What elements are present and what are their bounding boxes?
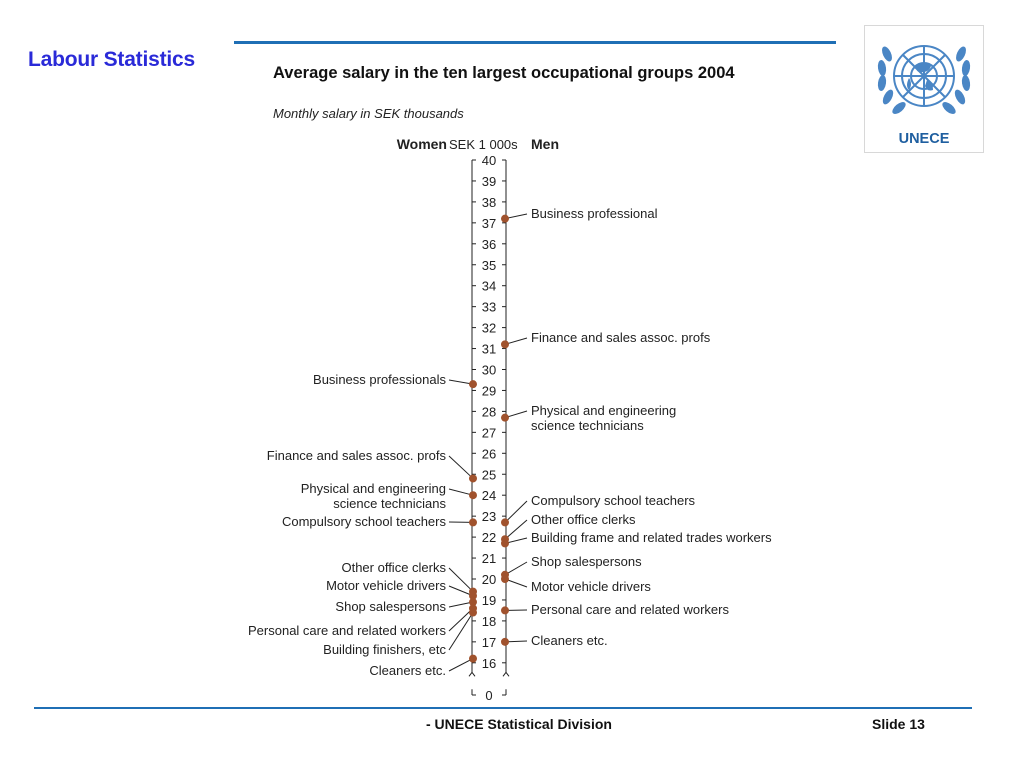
women-point-marker — [469, 518, 477, 527]
tick-label: 20 — [482, 572, 496, 587]
unece-logo: UNECE — [864, 25, 984, 153]
women-point-label: Shop salespersons — [335, 599, 446, 614]
axis-break-mark-right — [502, 671, 510, 677]
women-point-label: Finance and sales assoc. profs — [267, 448, 447, 463]
tick-label: 33 — [482, 300, 496, 315]
tick-label: 16 — [482, 656, 496, 671]
chart-title: Average salary in the ten largest occupa… — [273, 64, 735, 82]
men-point-marker — [501, 606, 509, 615]
right-heading: Men — [531, 136, 559, 152]
slide-number: Slide 13 — [872, 716, 925, 732]
tick-label: 23 — [482, 509, 496, 524]
tick-label: 0 — [485, 688, 492, 703]
men-point-marker — [501, 518, 509, 527]
tick-label: 30 — [482, 363, 496, 378]
women-leader-line — [448, 379, 474, 385]
men-point-label: Cleaners etc. — [531, 633, 608, 648]
tick-label: 17 — [482, 635, 496, 650]
women-point-label: Building finishers, etc — [323, 642, 446, 657]
tick-label: 25 — [482, 467, 496, 482]
women-leader-line — [448, 658, 474, 672]
tick-label: 35 — [482, 258, 496, 273]
tick-label: 39 — [482, 174, 496, 189]
men-leader-line — [504, 500, 528, 523]
men-point-marker — [501, 637, 509, 646]
women-leader-line — [448, 601, 474, 608]
axis-unit-label: SEK 1 000s — [449, 137, 518, 152]
women-leader-line — [448, 567, 474, 592]
men-point-marker — [501, 575, 509, 583]
men-point-label: Other office clerks — [531, 512, 636, 527]
tick-label: 37 — [482, 216, 496, 231]
women-point-marker — [469, 474, 477, 483]
women-point-label: Motor vehicle drivers — [326, 578, 446, 593]
tick-label: 22 — [482, 530, 496, 545]
women-leader-line — [448, 488, 474, 496]
tick-label: 34 — [482, 279, 496, 294]
footer-text: - UNECE Statistical Division — [426, 716, 612, 732]
men-leader-line — [504, 519, 528, 540]
tick-label: 40 — [482, 153, 496, 168]
tick-label: 31 — [482, 342, 496, 357]
men-point-label: Building frame and related trades worker… — [531, 530, 772, 545]
axis-break-mark-left — [468, 671, 476, 677]
tick-label: 36 — [482, 237, 496, 252]
tick-label: 38 — [482, 195, 496, 210]
men-point-label: Personal care and related workers — [531, 602, 729, 617]
tick-label: 21 — [482, 551, 496, 566]
men-point-label: Compulsory school teachers — [531, 493, 696, 508]
women-point-marker — [469, 491, 477, 500]
men-point-label: Physical and engineering — [531, 403, 676, 418]
tick-label: 32 — [482, 321, 496, 336]
women-leader-line — [448, 607, 474, 632]
women-point-label: Business professionals — [313, 372, 446, 387]
slide-title: Labour Statistics — [28, 48, 195, 71]
tick-label: 18 — [482, 614, 496, 629]
women-point-label: Compulsory school teachers — [282, 514, 447, 529]
men-point-label: Finance and sales assoc. profs — [531, 330, 711, 345]
tick-label: 19 — [482, 593, 496, 608]
men-leader-line — [504, 561, 528, 576]
men-point-marker — [501, 214, 509, 223]
women-point-label: Personal care and related workers — [248, 623, 446, 638]
tick-label: 27 — [482, 425, 496, 440]
tick-label: 29 — [482, 383, 496, 398]
tick-label: 28 — [482, 404, 496, 419]
women-point-label: science technicians — [333, 496, 446, 511]
men-point-marker — [501, 340, 509, 349]
women-leader-line — [448, 612, 474, 651]
un-emblem-icon — [877, 45, 971, 114]
bottom-rule — [34, 707, 972, 709]
tick-label: 26 — [482, 446, 496, 461]
logo-text: UNECE — [898, 131, 950, 147]
men-point-label: Motor vehicle drivers — [531, 579, 651, 594]
men-point-label: Business professional — [531, 206, 658, 221]
women-point-label: Other office clerks — [341, 560, 446, 575]
men-point-label: science technicians — [531, 418, 644, 433]
women-point-label: Physical and engineering — [301, 481, 446, 496]
women-point-marker — [469, 380, 477, 389]
men-point-marker — [501, 539, 509, 548]
women-leader-line — [448, 585, 474, 597]
women-point-marker — [469, 654, 477, 663]
women-point-marker — [469, 598, 477, 607]
women-point-marker — [469, 608, 477, 617]
top-rule — [234, 41, 836, 44]
chart-subtitle: Monthly salary in SEK thousands — [273, 106, 464, 121]
women-point-label: Cleaners etc. — [369, 663, 446, 678]
women-point-marker — [469, 591, 477, 600]
left-heading: Women — [397, 136, 447, 152]
women-leader-line — [448, 455, 474, 479]
tick-label: 24 — [482, 488, 496, 503]
men-point-marker — [501, 413, 509, 422]
men-point-label: Shop salespersons — [531, 554, 642, 569]
